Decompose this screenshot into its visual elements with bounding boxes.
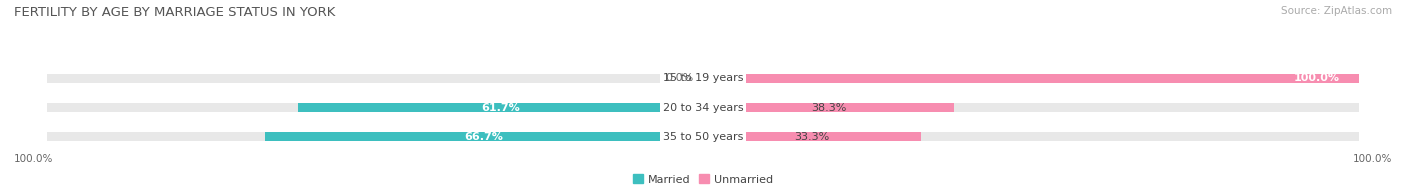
Text: 33.3%: 33.3% <box>794 132 830 142</box>
Text: 20 to 34 years: 20 to 34 years <box>662 103 744 113</box>
Text: 0.0%: 0.0% <box>665 73 693 83</box>
Bar <box>46 74 703 83</box>
Text: 100.0%: 100.0% <box>1294 73 1340 83</box>
Bar <box>703 103 1360 112</box>
Text: 66.7%: 66.7% <box>465 132 503 142</box>
Bar <box>266 132 703 142</box>
Bar <box>46 103 703 112</box>
Text: FERTILITY BY AGE BY MARRIAGE STATUS IN YORK: FERTILITY BY AGE BY MARRIAGE STATUS IN Y… <box>14 6 336 19</box>
Bar <box>298 103 703 112</box>
Text: 15 to 19 years: 15 to 19 years <box>662 73 744 83</box>
Bar <box>703 103 955 112</box>
Text: 35 to 50 years: 35 to 50 years <box>662 132 744 142</box>
Bar <box>703 74 1360 83</box>
Text: 61.7%: 61.7% <box>481 103 520 113</box>
Bar <box>703 132 1360 142</box>
Bar <box>703 132 921 142</box>
Text: 38.3%: 38.3% <box>811 103 846 113</box>
Bar <box>703 74 1360 83</box>
Legend: Married, Unmarried: Married, Unmarried <box>628 170 778 189</box>
Text: Source: ZipAtlas.com: Source: ZipAtlas.com <box>1281 6 1392 16</box>
Bar <box>46 132 703 142</box>
Text: 100.0%: 100.0% <box>1353 154 1392 164</box>
Text: 100.0%: 100.0% <box>14 154 53 164</box>
